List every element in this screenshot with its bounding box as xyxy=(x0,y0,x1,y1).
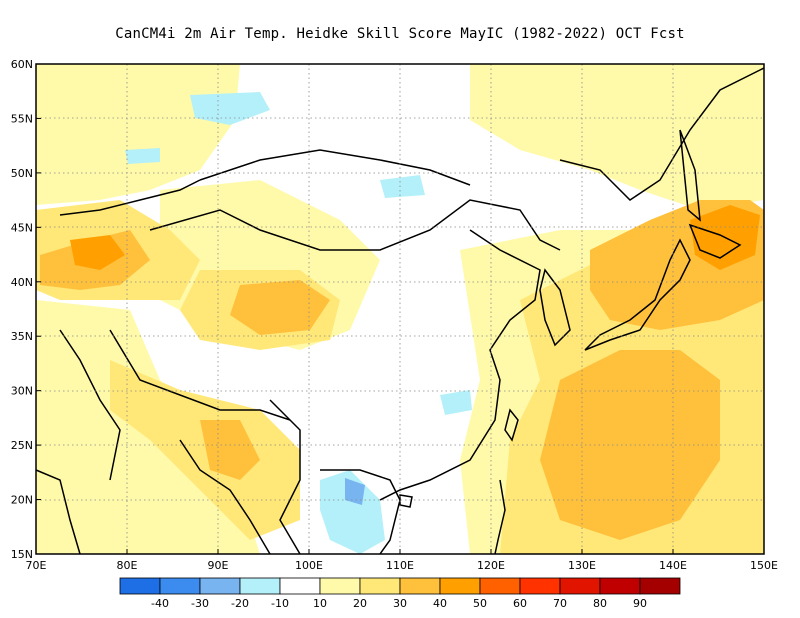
border-mongolia xyxy=(199,149,471,186)
field-strong-kazakh xyxy=(70,235,125,270)
map-title: CanCM4i 2m Air Temp. Heidke Skill Score … xyxy=(115,26,685,42)
colorbar-swatch xyxy=(199,577,241,595)
colorbar-label: -30 xyxy=(191,597,209,610)
grid-lines xyxy=(36,64,764,554)
field-orange-burma xyxy=(200,420,260,480)
lat-axis: 15N 20N 25N 30N 35N 40N 45N 50N 55N 60N xyxy=(11,58,41,561)
colorbar: -40 -30 -20 -10 10 20 30 40 50 60 70 80 90 xyxy=(119,577,681,610)
lon-tick-label: 110E xyxy=(386,559,414,572)
field-blue-china-center xyxy=(440,390,472,415)
lon-tick-label: 70E xyxy=(26,559,47,572)
lat-tick-label: 30N xyxy=(11,385,33,398)
coastline-arabian xyxy=(36,469,81,554)
colorbar-label: 60 xyxy=(513,597,527,610)
border-indochina xyxy=(320,469,401,554)
border-kazakh-russia xyxy=(59,179,201,216)
colorbar-label: 90 xyxy=(633,597,647,610)
lat-tick-label: 15N xyxy=(11,548,33,561)
colorbar-label: 30 xyxy=(393,597,407,610)
field-light-yellow-west xyxy=(36,64,240,205)
colorbar-label: -40 xyxy=(151,597,169,610)
field-yellow-himalaya xyxy=(110,360,300,540)
colorbar-swatch xyxy=(279,577,321,595)
colorbar-label: 70 xyxy=(553,597,567,610)
colorbar-label: -20 xyxy=(231,597,249,610)
field-blue-siberia-1 xyxy=(190,92,270,125)
colorbar-label: 40 xyxy=(433,597,447,610)
coastline-hokkaido xyxy=(688,223,742,259)
colorbar-swatch xyxy=(479,577,521,595)
colorbar-swatch xyxy=(439,577,481,595)
coastline-taiwan xyxy=(504,408,519,442)
coastline-korea xyxy=(539,268,571,347)
lon-tick-label: 130E xyxy=(568,559,596,572)
coastline-japan-honshu xyxy=(584,238,691,351)
colorbar-label: 20 xyxy=(353,597,367,610)
coastline-philippines xyxy=(494,479,506,554)
lon-axis: 70E 80E 90E 100E 110E 120E 130E 140E 150E xyxy=(26,549,778,572)
border-himalaya xyxy=(109,329,291,421)
colorbar-swatch xyxy=(119,577,161,595)
coastline-sakhalin xyxy=(679,129,701,222)
field-blue-siberia-2 xyxy=(125,148,160,164)
lon-tick-label: 80E xyxy=(117,559,138,572)
lon-tick-label: 150E xyxy=(750,559,778,572)
colorbar-swatch xyxy=(639,577,681,595)
lat-tick-label: 45N xyxy=(11,221,33,234)
lat-tick-label: 35N xyxy=(11,330,33,343)
field-blue-indochina-core xyxy=(345,478,365,505)
colorbar-label: -10 xyxy=(271,597,289,610)
lon-tick-label: 120E xyxy=(477,559,505,572)
field-light-yellow-northeast xyxy=(470,64,764,210)
colorbar-label: 50 xyxy=(473,597,487,610)
lat-tick-label: 20N xyxy=(11,494,33,507)
lat-tick-label: 40N xyxy=(11,276,33,289)
lat-tick-label: 50N xyxy=(11,167,33,180)
colorbar-swatch xyxy=(559,577,601,595)
field-blue-indochina xyxy=(320,470,385,554)
lat-tick-label: 55N xyxy=(11,112,33,125)
colorbar-swatch xyxy=(159,577,201,595)
lat-tick-label: 25N xyxy=(11,439,33,452)
colorbar-label: 80 xyxy=(593,597,607,610)
lat-tick-label: 60N xyxy=(11,58,33,71)
colorbar-swatch xyxy=(319,577,361,595)
colorbar-swatch xyxy=(519,577,561,595)
coastline-india-east xyxy=(179,439,271,554)
coastline-china-east xyxy=(379,229,541,501)
border-china-north xyxy=(149,199,561,251)
border-india-west xyxy=(59,329,121,481)
shaded-fields xyxy=(36,64,764,554)
coastlines xyxy=(36,67,764,554)
colorbar-swatch xyxy=(239,577,281,595)
lon-tick-label: 100E xyxy=(295,559,323,572)
lon-tick-label: 90E xyxy=(208,559,229,572)
colorbar-swatch xyxy=(359,577,401,595)
lon-tick-label: 140E xyxy=(659,559,687,572)
border-burma xyxy=(269,399,301,554)
field-orange-tibet xyxy=(230,280,330,335)
colorbar-label: 10 xyxy=(313,597,327,610)
field-blue-mongolia xyxy=(380,175,425,198)
colorbar-swatch xyxy=(599,577,641,595)
colorbar-swatch xyxy=(399,577,441,595)
coastline-russia-east xyxy=(559,67,764,201)
